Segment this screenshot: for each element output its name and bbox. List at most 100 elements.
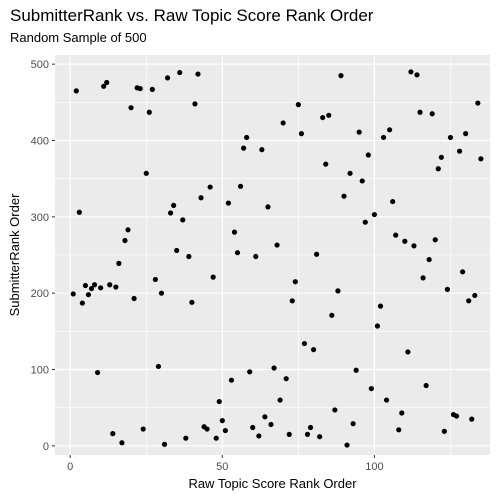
data-point [417,109,423,115]
data-point [338,73,344,79]
data-point [274,242,280,248]
data-point [301,340,308,347]
data-point [456,148,463,154]
data-point [472,292,478,299]
data-point [374,323,381,329]
data-point [113,284,119,290]
data-point [174,247,180,254]
data-point [426,256,432,263]
data-point [152,276,158,283]
data-point [271,365,277,371]
data-point [380,134,387,141]
data-point [390,198,396,205]
data-point [256,433,262,439]
data-point [292,279,298,285]
data-point [116,260,122,266]
data-point [119,440,125,446]
x-axis-ticks: 0 50 100 [67,455,384,473]
data-point [171,202,177,208]
data-point [377,303,384,309]
data-point [210,274,216,280]
data-point [460,269,466,275]
data-point [104,79,110,86]
data-point [167,210,174,216]
data-point [250,424,256,431]
data-point [265,204,271,210]
data-point [216,398,222,405]
data-point [88,285,95,292]
data-point [304,431,311,437]
data-point [447,134,454,141]
minor-gridlines [55,55,490,455]
major-gridlines [55,55,490,455]
data-point [137,85,143,92]
y-tick-label: 500 [31,59,49,71]
data-point [186,253,192,260]
y-axis-ticks: 0 100 200 300 400 500 [31,59,55,453]
data-point [204,426,210,432]
data-point [478,156,484,162]
data-point [414,72,420,78]
data-point [128,105,134,111]
data-point [298,131,304,137]
data-point [79,300,85,306]
data-point [326,112,332,118]
data-point [438,154,444,160]
data-point [405,349,411,355]
data-point [110,431,116,437]
data-point [365,152,371,158]
data-point [228,377,235,383]
data-point [158,290,165,296]
data-point [177,69,183,76]
data-point [244,134,250,141]
data-point [359,178,365,184]
data-point [280,120,286,126]
x-tick-label: 50 [216,461,228,473]
data-point [85,292,92,298]
data-point [82,282,89,289]
y-tick-label: 400 [31,135,49,147]
data-point [466,298,472,304]
data-point [259,147,265,153]
data-point [237,183,244,189]
data-point [441,428,447,434]
data-point [125,227,131,233]
data-point [192,101,198,107]
chart-subtitle: Random Sample of 500 [10,30,147,45]
data-point [164,75,171,81]
data-point [286,431,292,437]
x-tick-label: 100 [365,461,383,473]
data-point [107,282,113,288]
y-tick-label: 300 [31,212,49,224]
data-point [140,426,146,432]
data-point [432,237,438,243]
data-point [463,131,469,137]
data-point [368,385,374,392]
data-point [341,193,347,199]
data-point [253,253,259,260]
data-point [350,421,356,427]
data-point [317,434,323,440]
data-point [213,435,219,441]
data-point [295,102,301,108]
data-point [70,291,76,297]
data-point [283,376,289,382]
data-point [277,397,283,403]
data-point [420,275,426,281]
data-point [195,71,201,77]
data-point [344,442,350,448]
data-point [335,288,341,294]
data-point [225,200,231,206]
data-point [310,347,317,353]
data-point [183,435,189,441]
data-point [262,414,268,420]
data-point [435,166,441,172]
data-point [189,299,195,305]
data-point [268,421,274,428]
data-point [98,285,104,291]
data-point [180,217,186,223]
data-point [131,295,137,302]
data-point [222,427,228,434]
y-axis-title: SubmitterRank Order [7,193,22,316]
